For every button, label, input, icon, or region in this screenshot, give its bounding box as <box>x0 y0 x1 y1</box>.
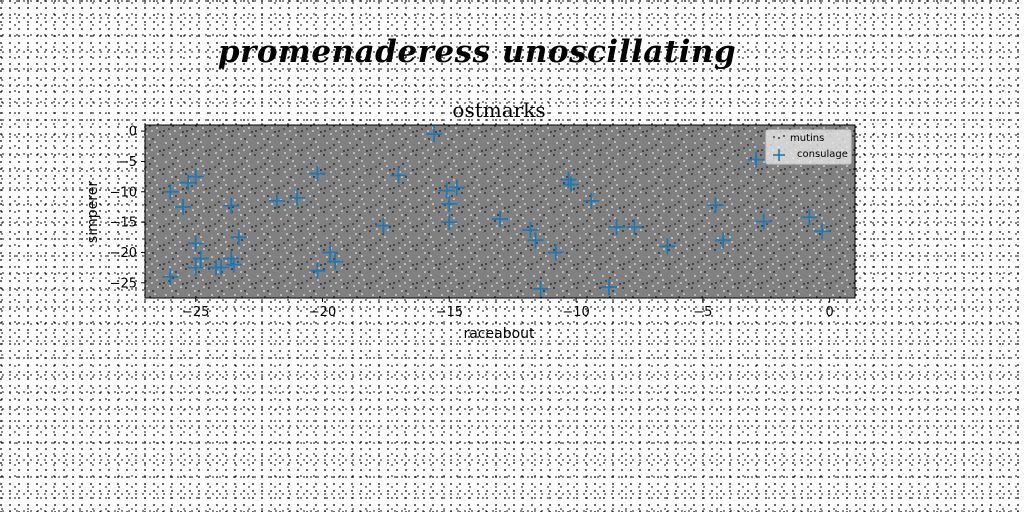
marker-consulage <box>707 197 724 214</box>
y-axis-label: simperer <box>85 181 101 243</box>
marker-consulage <box>309 262 326 279</box>
y-tick-label: −10 <box>110 185 137 200</box>
plot-frame <box>144 124 856 299</box>
x-tick-label: −15 <box>436 305 463 320</box>
legend: mutins consulage <box>765 129 852 165</box>
marker-consulage <box>448 179 465 196</box>
marker-consulage <box>230 229 247 246</box>
marker-consulage <box>441 195 458 212</box>
marker-consulage <box>715 232 732 249</box>
marker-consulage <box>583 192 600 209</box>
legend-point-marker-icon <box>773 135 785 139</box>
x-tick-label: −20 <box>309 305 336 320</box>
marker-consulage <box>309 165 326 182</box>
marker-consulage <box>601 279 618 296</box>
marker-consulage <box>187 235 204 252</box>
marker-consulage <box>327 253 344 270</box>
x-tick-label: −10 <box>562 305 589 320</box>
marker-consulage <box>390 167 407 184</box>
x-axis-label: raceabout <box>463 326 535 342</box>
marker-consulage <box>532 280 549 297</box>
marker-consulage <box>527 232 544 249</box>
marker-consulage <box>748 151 765 168</box>
y-tick-label: −20 <box>110 246 137 261</box>
legend-box <box>765 129 852 165</box>
x-tick-label: −5 <box>693 305 712 320</box>
marker-consulage <box>659 238 676 255</box>
marker-consulage <box>322 244 339 261</box>
marker-consulage <box>492 211 508 228</box>
marker-consulage <box>801 209 818 226</box>
marker-consulage <box>755 213 772 230</box>
legend-label-consulage: consulage <box>797 149 848 160</box>
marker-consulage <box>547 244 564 261</box>
y-tick-label: −5 <box>118 155 137 170</box>
marker-consulage <box>187 168 204 185</box>
marker-consulage <box>426 126 443 143</box>
marker-consulage <box>192 250 209 267</box>
marker-consulage <box>175 198 192 215</box>
marker-consulage <box>441 214 458 231</box>
chart-title: ostmarks <box>452 98 545 122</box>
y-tick-label: −25 <box>110 276 137 291</box>
marker-consulage <box>375 217 392 234</box>
marker-consulage <box>162 183 179 200</box>
y-tick-label: −15 <box>110 216 137 231</box>
marker-consulage <box>213 259 230 276</box>
data-markers <box>162 126 831 297</box>
marker-consulage <box>289 189 306 206</box>
x-tick-label: 0 <box>826 305 834 320</box>
marker-consulage <box>814 223 831 240</box>
marker-consulage <box>563 176 579 193</box>
marker-consulage <box>225 256 242 273</box>
marker-consulage <box>438 182 455 199</box>
x-tick-label: −25 <box>182 305 209 320</box>
marker-consulage <box>522 222 539 239</box>
marker-consulage <box>162 268 179 285</box>
marker-consulage <box>626 218 643 235</box>
marker-consulage <box>187 259 204 276</box>
marker-consulage <box>268 192 285 209</box>
marker-consulage <box>608 218 625 235</box>
legend-plus-marker-icon <box>773 149 785 161</box>
legend-label-mutins: mutins <box>790 133 824 144</box>
page-title: promenaderess unoscillating <box>217 34 737 70</box>
axis-ticks: −25 −20 −15 −10 −5 0 0 −5 −10 −15 −20 −25 <box>110 125 834 320</box>
y-tick-label: 0 <box>129 125 137 140</box>
marker-consulage <box>223 197 240 214</box>
